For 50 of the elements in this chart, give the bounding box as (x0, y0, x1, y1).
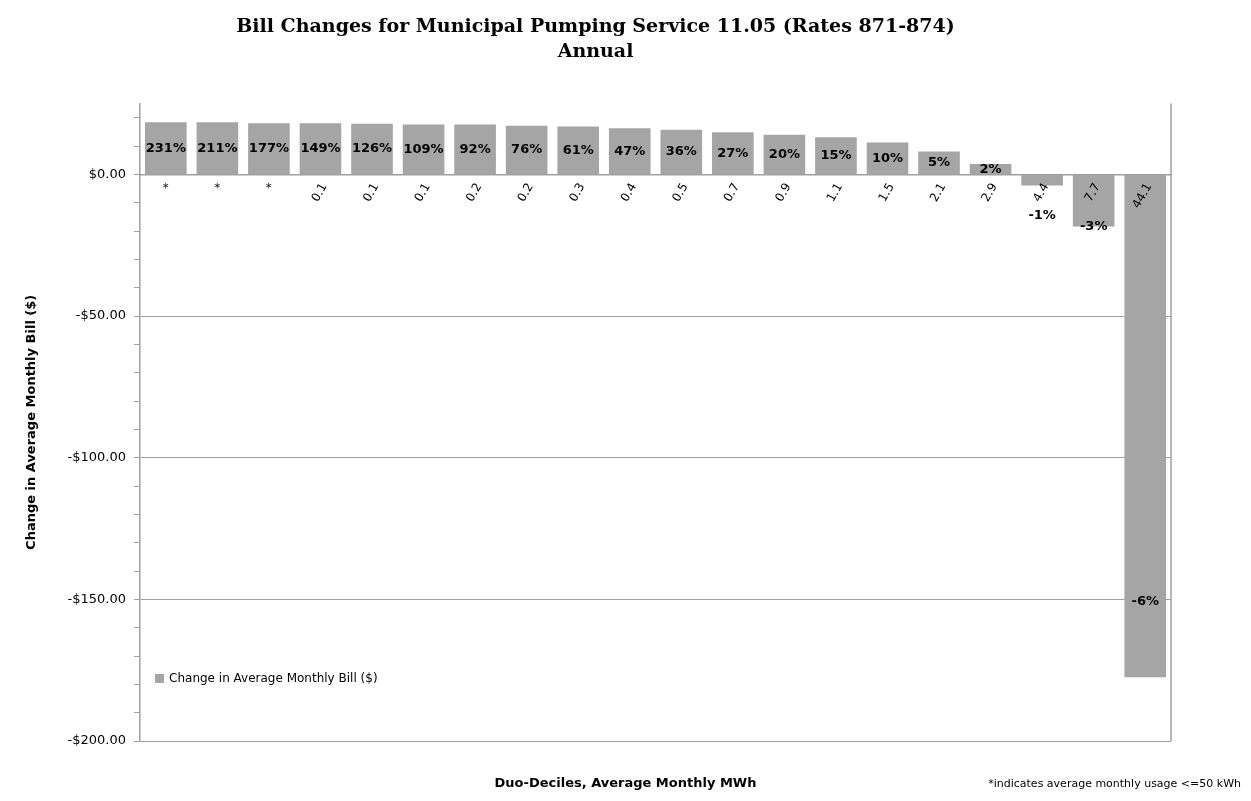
x-tick-label: 0.2 (514, 180, 536, 204)
x-tick-label: 0.7 (720, 180, 743, 204)
annotation: -6% (1131, 593, 1159, 609)
annotation: 47% (614, 142, 646, 158)
y-tick-label: $0.00 (88, 165, 127, 181)
x-tick-label: 0.5 (668, 180, 691, 204)
x-tick-label: 2.1 (926, 180, 949, 204)
text: *indicates average monthly usage <=50 kWh (988, 777, 1241, 790)
x-tick-label: * (211, 180, 227, 193)
x-tick-label: 1.5 (875, 180, 897, 204)
chart-title: Bill Changes for Municipal Pumping Service 11.05 (Rates 871-874) (236, 14, 955, 37)
x-axis-title: Duo-Deciles, Average Monthly MWh (494, 775, 757, 790)
annotation: 76% (511, 141, 543, 157)
annotation: 126% (351, 140, 393, 156)
annotation: 92% (459, 140, 491, 156)
x-tick-label: * (263, 180, 279, 193)
x-tick-label: 7.7 (1081, 180, 1103, 204)
x-tick-label: 0.4 (617, 180, 640, 204)
x-tick-label: 0.1 (411, 180, 433, 204)
y-tick-label: -$50.00 (75, 307, 127, 323)
annotation: 15% (820, 147, 852, 163)
annotation: 10% (871, 149, 904, 165)
x-tick-label: 2.9 (978, 180, 1000, 204)
annotation: 27% (717, 144, 749, 160)
x-tick-label: 0.1 (359, 180, 382, 204)
x-tick-label: 0.2 (462, 180, 485, 204)
x-tick-label: 0.1 (308, 180, 330, 204)
x-tick-label: 0.9 (772, 180, 794, 204)
y-tick-label: -$150.00 (67, 590, 127, 606)
x-tick-label: 4.4 (1029, 180, 1052, 204)
annotation: -1% (1028, 206, 1056, 222)
annotation: 177% (248, 140, 289, 156)
y-tick-label: -$200.00 (67, 732, 127, 748)
x-tick-label: 0.3 (565, 180, 588, 204)
annotation: 2% (979, 160, 1002, 176)
annotation: 5% (928, 154, 951, 170)
annotation: 61% (562, 141, 594, 157)
x-tick-label: 1.1 (823, 180, 846, 204)
annotation: 149% (300, 140, 341, 156)
annotation: 109% (403, 140, 444, 156)
annotation: 211% (197, 139, 238, 155)
annotation: 20% (768, 145, 800, 161)
legend-label: Change in Average Monthly Bill ($) (169, 671, 378, 685)
annotation: 36% (665, 143, 697, 159)
annotation: 231% (145, 139, 186, 155)
chart-subtitle: Annual (556, 39, 634, 62)
y-tick-label: -$100.00 (67, 449, 127, 465)
x-tick-label: * (160, 180, 176, 193)
y-axis-title: Change in Average Monthly Bill ($) (23, 294, 39, 550)
annotation: -3% (1079, 217, 1108, 233)
